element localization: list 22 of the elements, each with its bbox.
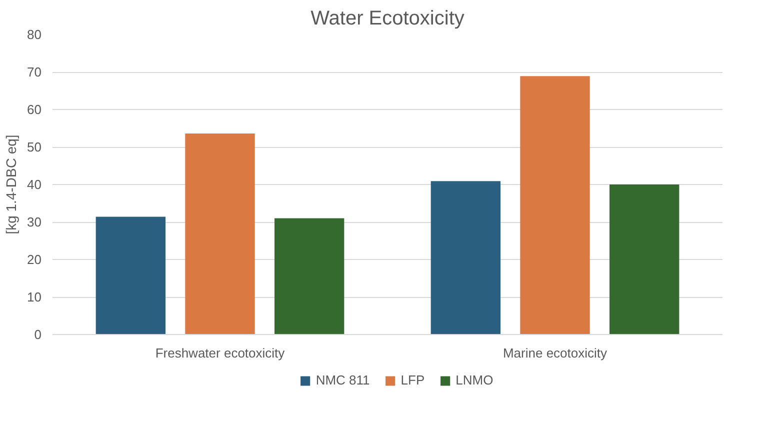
- y-tick-label: 70: [27, 64, 42, 80]
- y-axis-title: [kg 1.4-DBC eq]: [3, 134, 20, 234]
- bar: [609, 184, 680, 334]
- bar: [96, 216, 166, 334]
- y-tick-label: 50: [27, 140, 42, 154]
- bar: [430, 181, 501, 334]
- bar: [520, 76, 590, 334]
- y-tick-label: 80: [27, 27, 42, 42]
- legend-label: LNMO: [456, 372, 494, 388]
- x-tick-label: Freshwater ecotoxicity: [155, 346, 286, 360]
- bar: [185, 134, 255, 334]
- legend-label: LFP: [400, 372, 425, 388]
- y-tick-label: 60: [27, 102, 42, 117]
- y-tick-label: 30: [27, 214, 42, 230]
- chart-title: Water Ecotoxicity: [310, 8, 464, 30]
- y-tick-label: 40: [27, 177, 42, 192]
- bar: [274, 218, 344, 334]
- legend-label: NMC 811: [316, 372, 370, 388]
- x-tick-label: Marine ecotoxicity: [502, 346, 608, 360]
- y-tick-label: 10: [27, 290, 42, 304]
- y-tick-label: 20: [27, 252, 42, 267]
- y-tick-label: 0: [34, 327, 42, 342]
